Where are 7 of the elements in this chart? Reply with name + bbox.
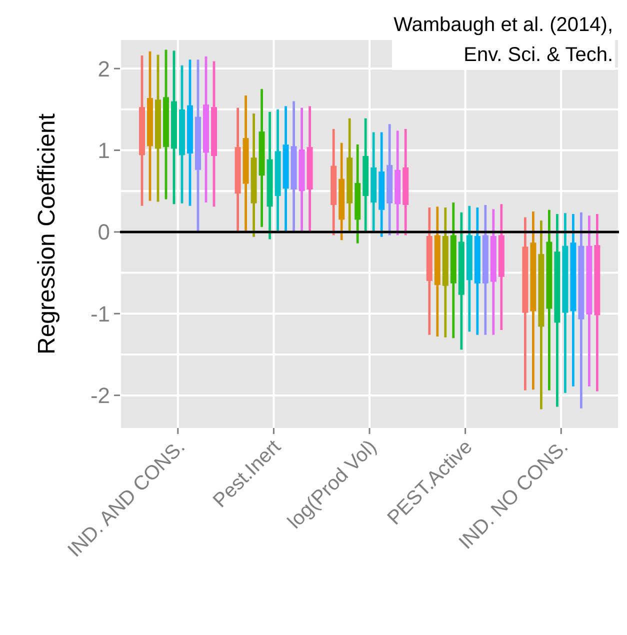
annotation: Wambaugh et al. (2014), Env. Sci. & Tech. <box>394 10 613 70</box>
y-tick-label: -1 <box>90 301 110 326</box>
y-axis-title: Regression Coefficient <box>34 113 61 355</box>
y-tick-label: -2 <box>90 383 110 408</box>
y-tick-label: 1 <box>98 138 110 163</box>
y-tick-label: 0 <box>98 220 110 245</box>
y-tick-label: 2 <box>98 56 110 82</box>
